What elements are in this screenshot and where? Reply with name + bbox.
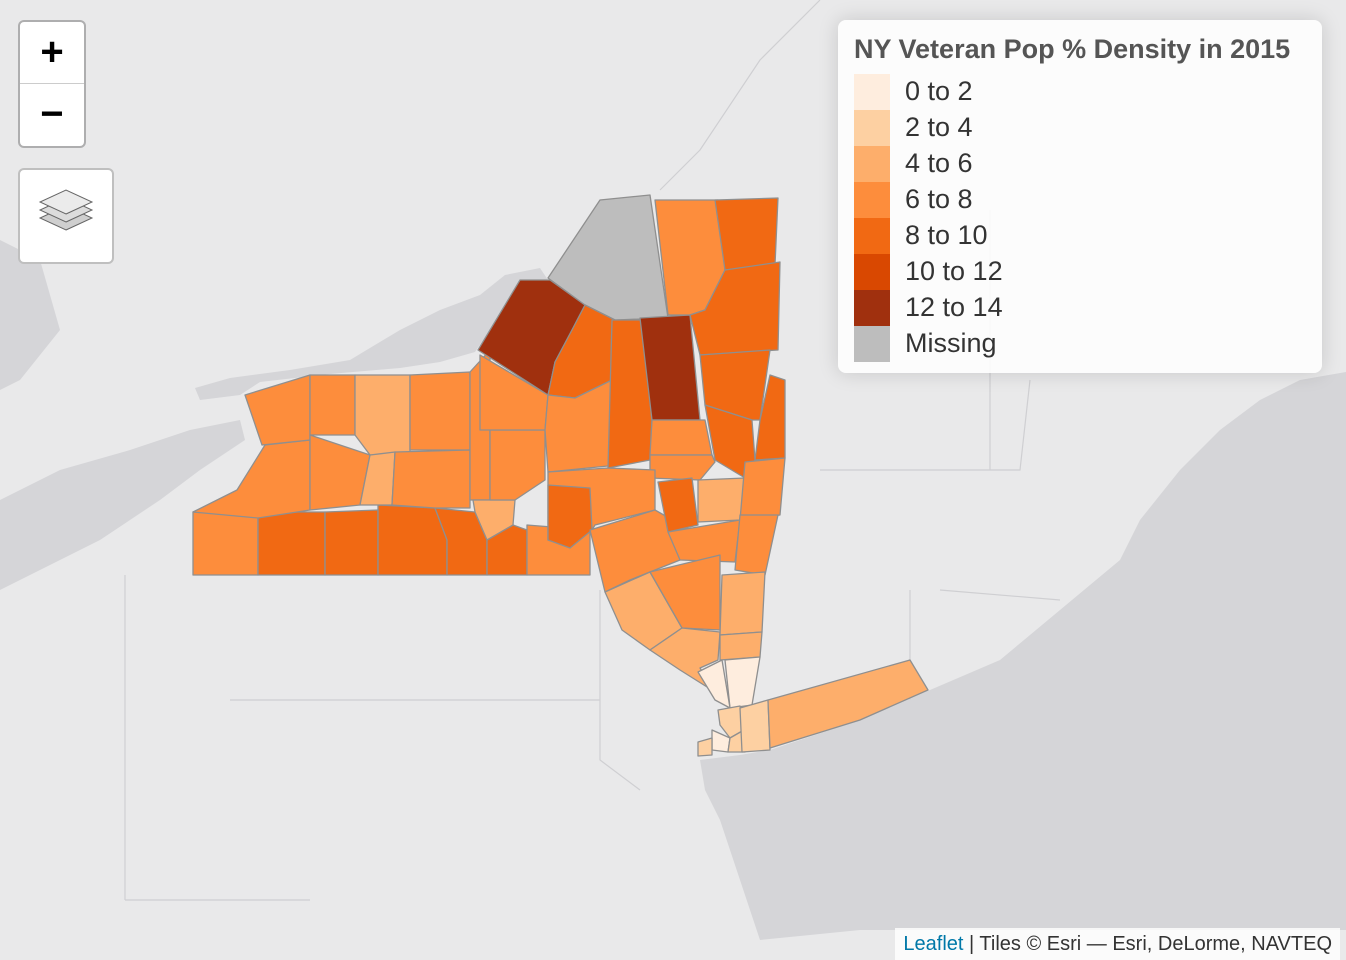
county <box>649 454 716 481</box>
county <box>697 737 713 757</box>
county <box>489 429 546 501</box>
layers-icon <box>38 189 94 231</box>
county <box>359 451 396 506</box>
legend-label: 12 to 14 <box>905 292 1003 322</box>
legend-title: NY Veteran Pop % Density in 2015 <box>854 34 1291 64</box>
lake-ontario <box>195 268 548 400</box>
county <box>657 477 699 533</box>
legend-swatch <box>854 74 890 110</box>
legend-label: 10 to 12 <box>905 256 1003 286</box>
county <box>667 519 741 563</box>
county <box>739 457 786 521</box>
county <box>354 374 411 456</box>
lake-huron <box>0 240 60 390</box>
county <box>257 511 326 576</box>
county <box>719 571 766 636</box>
county <box>739 699 771 753</box>
county <box>244 374 311 446</box>
legend-swatch <box>854 290 890 326</box>
county <box>734 514 779 576</box>
county <box>377 504 448 576</box>
county <box>689 261 781 356</box>
zoom-out-button[interactable]: − <box>40 92 64 136</box>
legend-label: 2 to 4 <box>905 112 973 142</box>
zoom-in-button[interactable]: + <box>20 22 84 84</box>
county <box>309 374 356 436</box>
leaflet-link[interactable]: Leaflet <box>903 933 964 955</box>
legend-swatch <box>854 326 890 362</box>
legend-label: 0 to 2 <box>905 76 973 106</box>
county <box>547 484 593 549</box>
attribution-text: | Tiles © Esri — Esri, DeLorme, NAVTEQ <box>963 933 1332 955</box>
legend-swatch <box>854 218 890 254</box>
county <box>714 197 779 271</box>
legend-label: 8 to 10 <box>905 220 988 250</box>
county <box>192 511 259 576</box>
county <box>724 656 761 709</box>
legend-swatch <box>854 182 890 218</box>
county <box>719 631 763 661</box>
legend-label: Missing <box>905 328 997 358</box>
legend-swatch <box>854 146 890 182</box>
county <box>697 477 746 523</box>
legend-swatch <box>854 110 890 146</box>
county <box>391 449 471 509</box>
county <box>649 419 713 456</box>
county <box>409 371 471 451</box>
attribution: Leaflet | Tiles © Esri — Esri, DeLorme, … <box>895 928 1340 960</box>
counties <box>192 194 929 757</box>
atlantic <box>700 372 1346 940</box>
legend-label: 6 to 8 <box>905 184 973 214</box>
county <box>324 509 379 576</box>
layers-button[interactable] <box>18 168 114 264</box>
legend-swatch <box>854 254 890 290</box>
county <box>699 349 771 421</box>
zoom-control: + − <box>18 20 86 148</box>
county <box>767 659 929 749</box>
lake-erie <box>0 420 245 590</box>
legend: NY Veteran Pop % Density in 2015 0 to 2 2… <box>838 20 1322 373</box>
legend-label: 4 to 6 <box>905 148 973 178</box>
